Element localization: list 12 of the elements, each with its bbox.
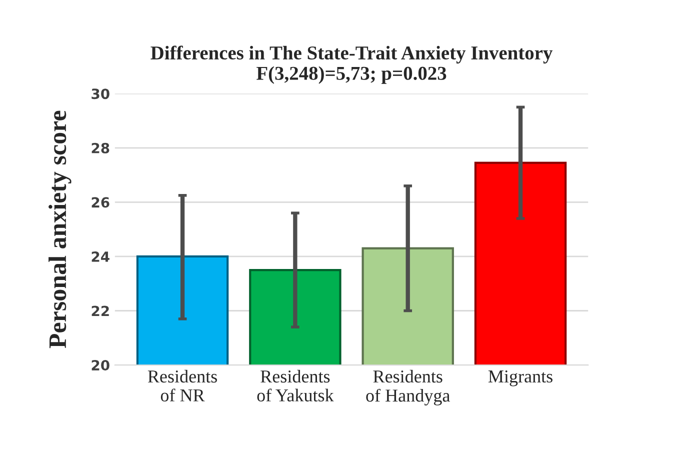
x-tick-label: Migrants	[488, 370, 552, 386]
y-tick-label: 22	[92, 306, 109, 316]
y-tick-label: 28	[92, 142, 110, 154]
y-tick-label: 30	[92, 88, 110, 100]
y-tick-label: 20	[92, 360, 110, 371]
x-tick-label: Residents of NR	[148, 370, 217, 402]
x-tick-label: Residents of Handyga	[366, 370, 450, 406]
x-tick-label: Residents of Yakutsk	[257, 370, 334, 402]
y-tick-label: 24	[92, 251, 110, 262]
chart-title: Differences in The State-Trait Anxiety Inventory F(3,248)=5,73; p=0.023	[150, 46, 553, 84]
y-axis-title: Personal anxiety score	[48, 110, 72, 348]
y-tick-label: 26	[92, 197, 110, 208]
